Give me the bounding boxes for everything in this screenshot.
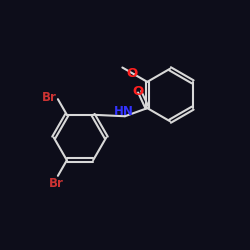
Text: O: O xyxy=(127,67,138,80)
Text: O: O xyxy=(133,85,144,98)
Text: Br: Br xyxy=(49,177,64,190)
Text: HN: HN xyxy=(114,105,134,118)
Text: Br: Br xyxy=(42,92,57,104)
